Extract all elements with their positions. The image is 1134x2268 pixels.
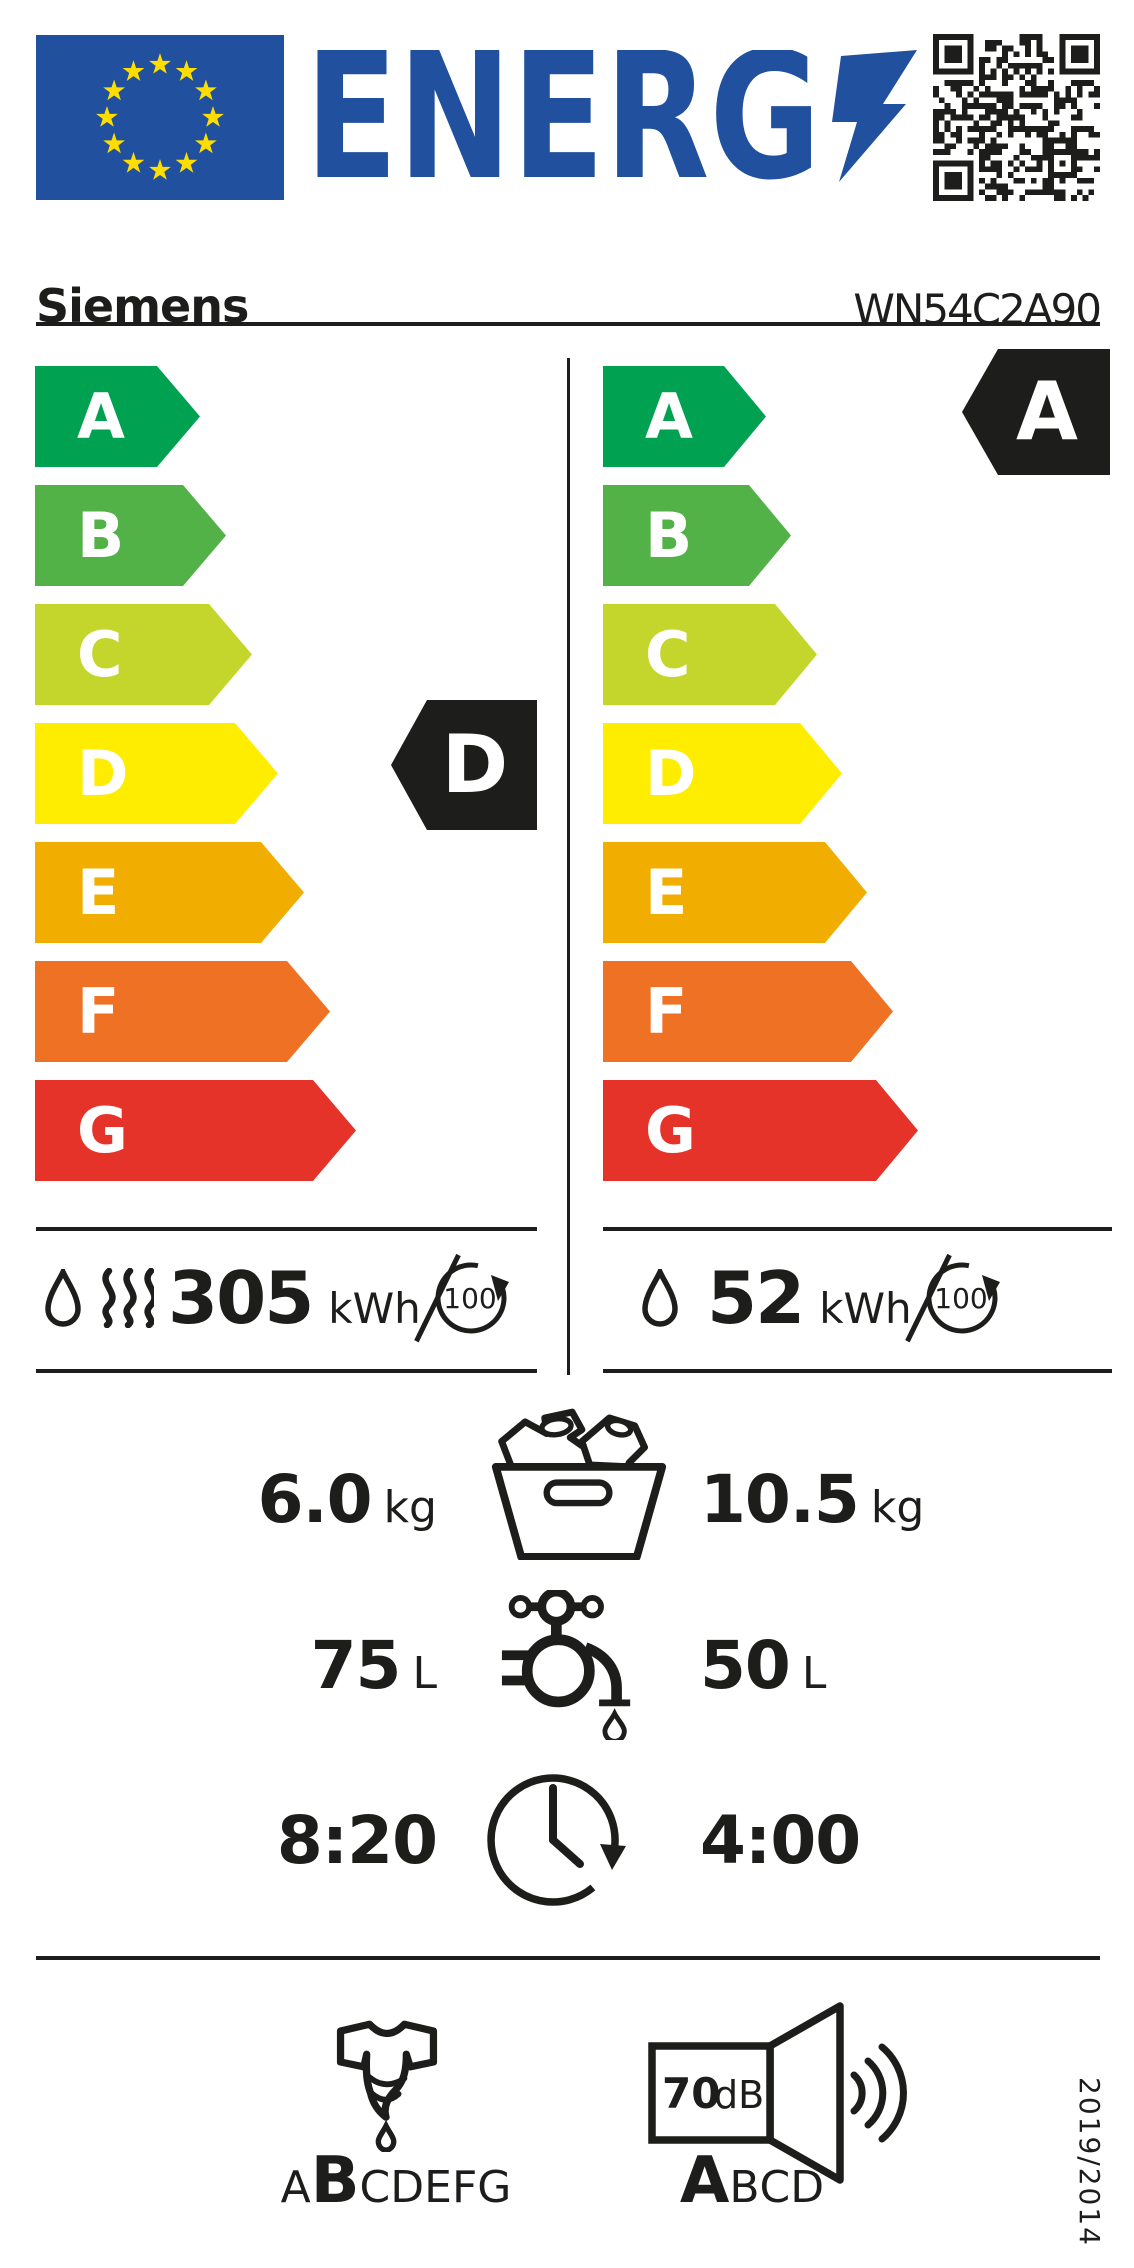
grade-arrow-B: B <box>35 485 226 586</box>
grade-arrow-B: B <box>603 485 791 586</box>
grade-arrow-G: G <box>603 1080 918 1181</box>
energ-text: ENERG <box>305 50 821 182</box>
grade-letter: E <box>77 855 120 929</box>
grade-letter: D <box>77 736 129 810</box>
duration-wash: 4:00 <box>700 1802 861 1879</box>
noise-class-D: D <box>790 2162 825 2213</box>
duration-complete: 8:20 <box>276 1802 438 1879</box>
eu-flag-stars <box>96 53 224 180</box>
qr-code <box>933 34 1100 201</box>
cycles-100-icon: 100 <box>926 1262 1001 1334</box>
noise-class-C: C <box>759 2162 791 2213</box>
energy-value-complete: 305 kWh <box>168 1256 421 1340</box>
header-divider <box>36 322 1100 326</box>
eu-flag <box>36 35 284 200</box>
spin-class-A: A <box>280 2162 311 2213</box>
rating-badge-wash-cycle: A <box>962 349 1110 475</box>
water-wash: 50 L <box>700 1627 827 1704</box>
grade-arrow-E: E <box>603 842 867 943</box>
heat-waves-icon <box>102 1268 154 1328</box>
cycles-100-icon: 100 <box>435 1262 510 1334</box>
rating-letter-wash: A <box>1016 365 1078 458</box>
grade-letter: B <box>77 498 125 572</box>
spin-class-E: E <box>424 2162 452 2213</box>
grade-letter: G <box>645 1093 696 1167</box>
grade-letter: C <box>77 617 123 691</box>
spin-class-B-selected: B <box>310 2144 360 2218</box>
energy-value-wash: 52 kWh <box>707 1256 912 1340</box>
svg-text:100: 100 <box>934 1282 987 1315</box>
grade-letter: E <box>645 855 688 929</box>
grade-arrow-C: C <box>603 604 817 705</box>
footer-divider <box>36 1956 1100 1960</box>
energy-consumption-complete-cycle: 305 kWh 100 <box>36 1246 545 1350</box>
column-divider <box>567 358 570 1375</box>
cons-line-left-bottom <box>36 1369 537 1373</box>
svg-text:100: 100 <box>444 1282 497 1315</box>
water-tap-icon <box>501 1590 631 1740</box>
energy-consumption-wash-cycle: 52 kWh 100 <box>603 1246 1134 1350</box>
grade-arrow-A: A <box>603 366 766 467</box>
water-drop-icon <box>642 1269 678 1327</box>
water-complete: 75 L <box>310 1627 437 1704</box>
energ-logo: ENERG <box>305 50 917 182</box>
noise-class-A-selected: A <box>679 2144 730 2218</box>
grade-letter: C <box>645 617 691 691</box>
grade-arrow-F: F <box>603 961 893 1062</box>
noise-db-value: 70 <box>662 2069 720 2118</box>
grade-letter: F <box>77 974 120 1048</box>
grade-arrow-E: E <box>35 842 304 943</box>
brand-name: Siemens <box>36 279 249 333</box>
noise-db-unit: dB <box>714 2073 764 2117</box>
regulation-number: 2019/2014 <box>1073 2077 1106 2247</box>
grade-letter: A <box>645 379 693 453</box>
grade-arrow-F: F <box>35 961 330 1062</box>
rating-letter-complete: D <box>441 718 509 811</box>
noise-class-B: B <box>729 2162 760 2213</box>
cons-line-right-bottom <box>603 1369 1112 1373</box>
grade-arrow-D: D <box>603 723 842 824</box>
clock-icon <box>487 1774 626 1906</box>
grade-letter: G <box>77 1093 128 1167</box>
grade-letter: F <box>645 974 688 1048</box>
laundry-basket-icon <box>491 1408 667 1560</box>
spin-class-F: F <box>451 2162 478 2213</box>
lightning-bolt-icon <box>832 50 917 182</box>
capacity-complete: 6.0 kg <box>257 1461 437 1538</box>
grade-arrow-G: G <box>35 1080 356 1181</box>
grade-letter: B <box>645 498 693 572</box>
noise-speaker-icon: 70 dB <box>648 2002 907 2184</box>
grade-arrow-C: C <box>35 604 252 705</box>
spin-dry-icon <box>336 2020 438 2152</box>
grade-letter: A <box>77 379 125 453</box>
capacity-wash: 10.5 kg <box>700 1461 925 1538</box>
grade-arrow-D: D <box>35 723 278 824</box>
spin-class-D: D <box>390 2162 425 2213</box>
spin-class-C: C <box>359 2162 391 2213</box>
water-drop-icon <box>45 1269 81 1327</box>
grade-arrow-A: A <box>35 366 200 467</box>
rating-badge-complete-cycle: D <box>391 700 537 830</box>
cons-line-left-top <box>36 1227 537 1231</box>
cons-line-right-top <box>603 1227 1112 1231</box>
spin-class-G: G <box>477 2162 512 2213</box>
grade-letter: D <box>645 736 697 810</box>
